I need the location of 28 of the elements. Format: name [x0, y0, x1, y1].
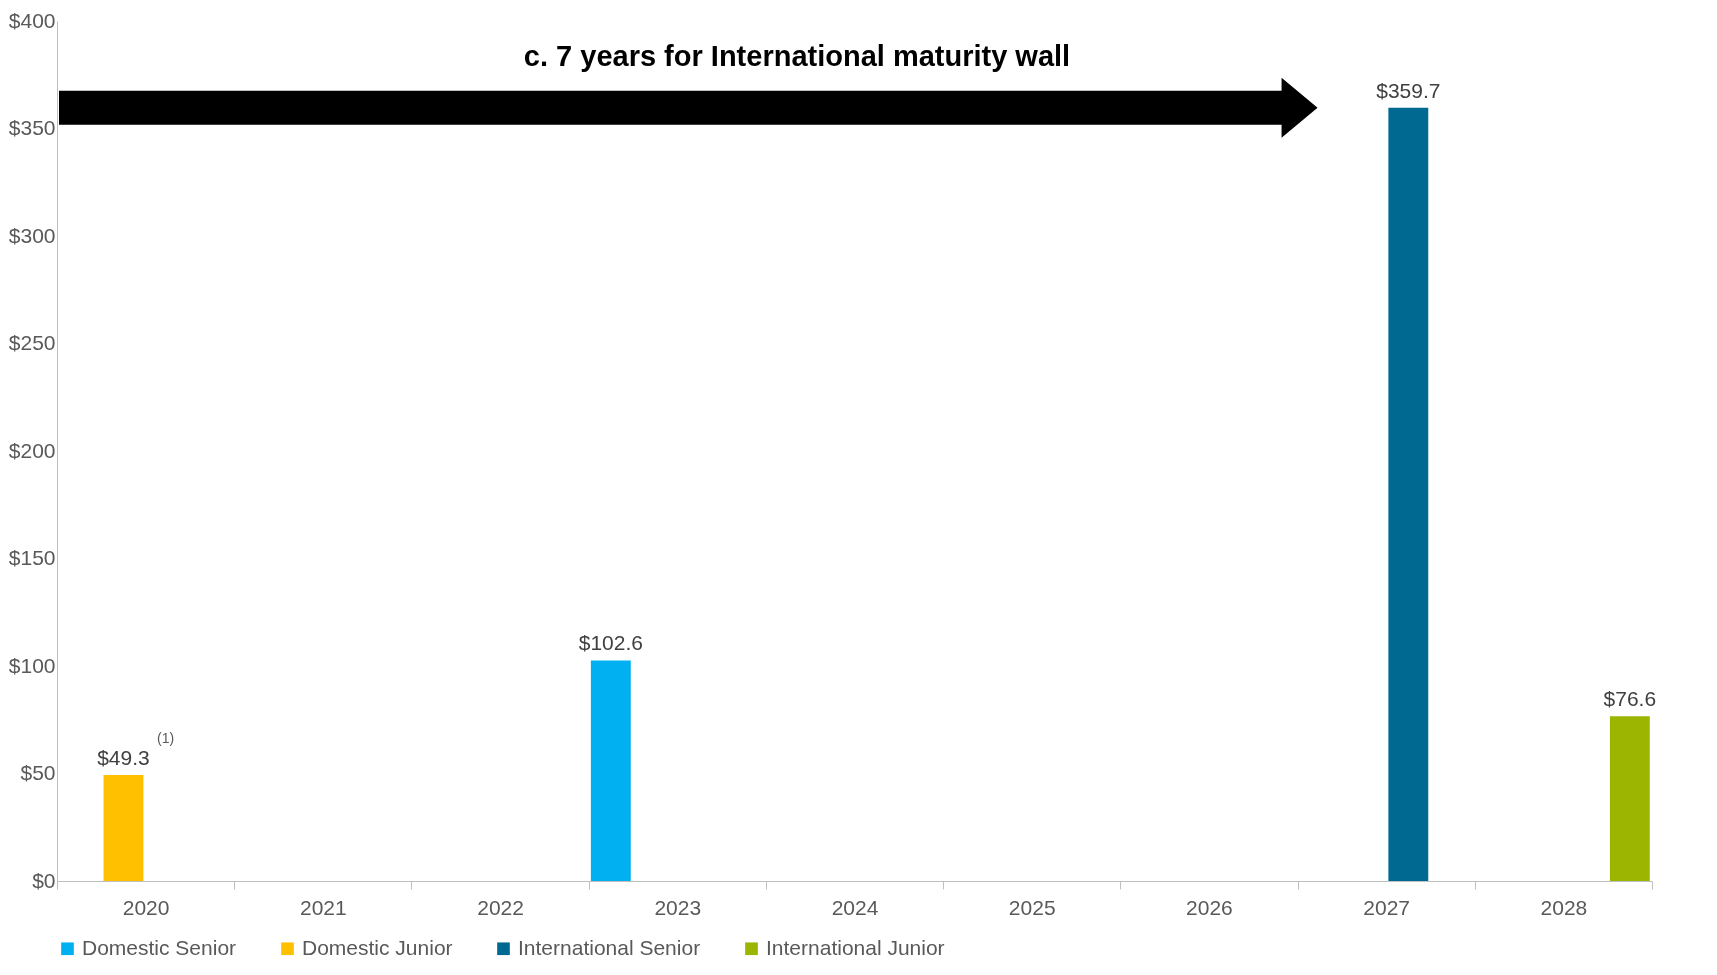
x-tick-label: 2023 [654, 895, 702, 919]
y-tick-label: $50 [20, 761, 56, 784]
x-tick-label: 2025 [1008, 895, 1056, 919]
y-tick-label: $250 [8, 331, 56, 354]
y-tick-label: $200 [8, 438, 56, 462]
x-tick-label: 2024 [831, 895, 879, 919]
x-tick-label: 2020 [122, 895, 170, 919]
x-tick-label: 2021 [299, 895, 347, 919]
x-tick-label: 2022 [477, 895, 524, 919]
data-label: $359.7 [1376, 78, 1441, 102]
legend-label: Domestic Senior [82, 935, 237, 959]
legend-label: International Senior [518, 935, 701, 959]
y-tick-label: $100 [8, 653, 56, 677]
y-tick-label: $400 [8, 8, 56, 32]
annotation: c. 7 years for International maturity wall [523, 40, 1071, 72]
y-tick-label: $300 [8, 223, 56, 247]
legend-label: Domestic Junior [302, 935, 453, 959]
data-label: $76.6 [1603, 687, 1657, 711]
x-tick-label: 2026 [1186, 895, 1233, 919]
x-tick-label: 2027 [1363, 895, 1411, 919]
data-label: $49.3 [97, 746, 150, 770]
x-tick-label: 2028 [1540, 895, 1588, 919]
y-tick-label: $350 [8, 116, 56, 139]
y-tick-label: $0 [32, 868, 56, 892]
legend-label: International Junior [766, 935, 945, 959]
annotation: (1) [157, 730, 175, 747]
y-tick-label: $150 [8, 546, 56, 569]
data-label: $102.6 [578, 631, 643, 655]
